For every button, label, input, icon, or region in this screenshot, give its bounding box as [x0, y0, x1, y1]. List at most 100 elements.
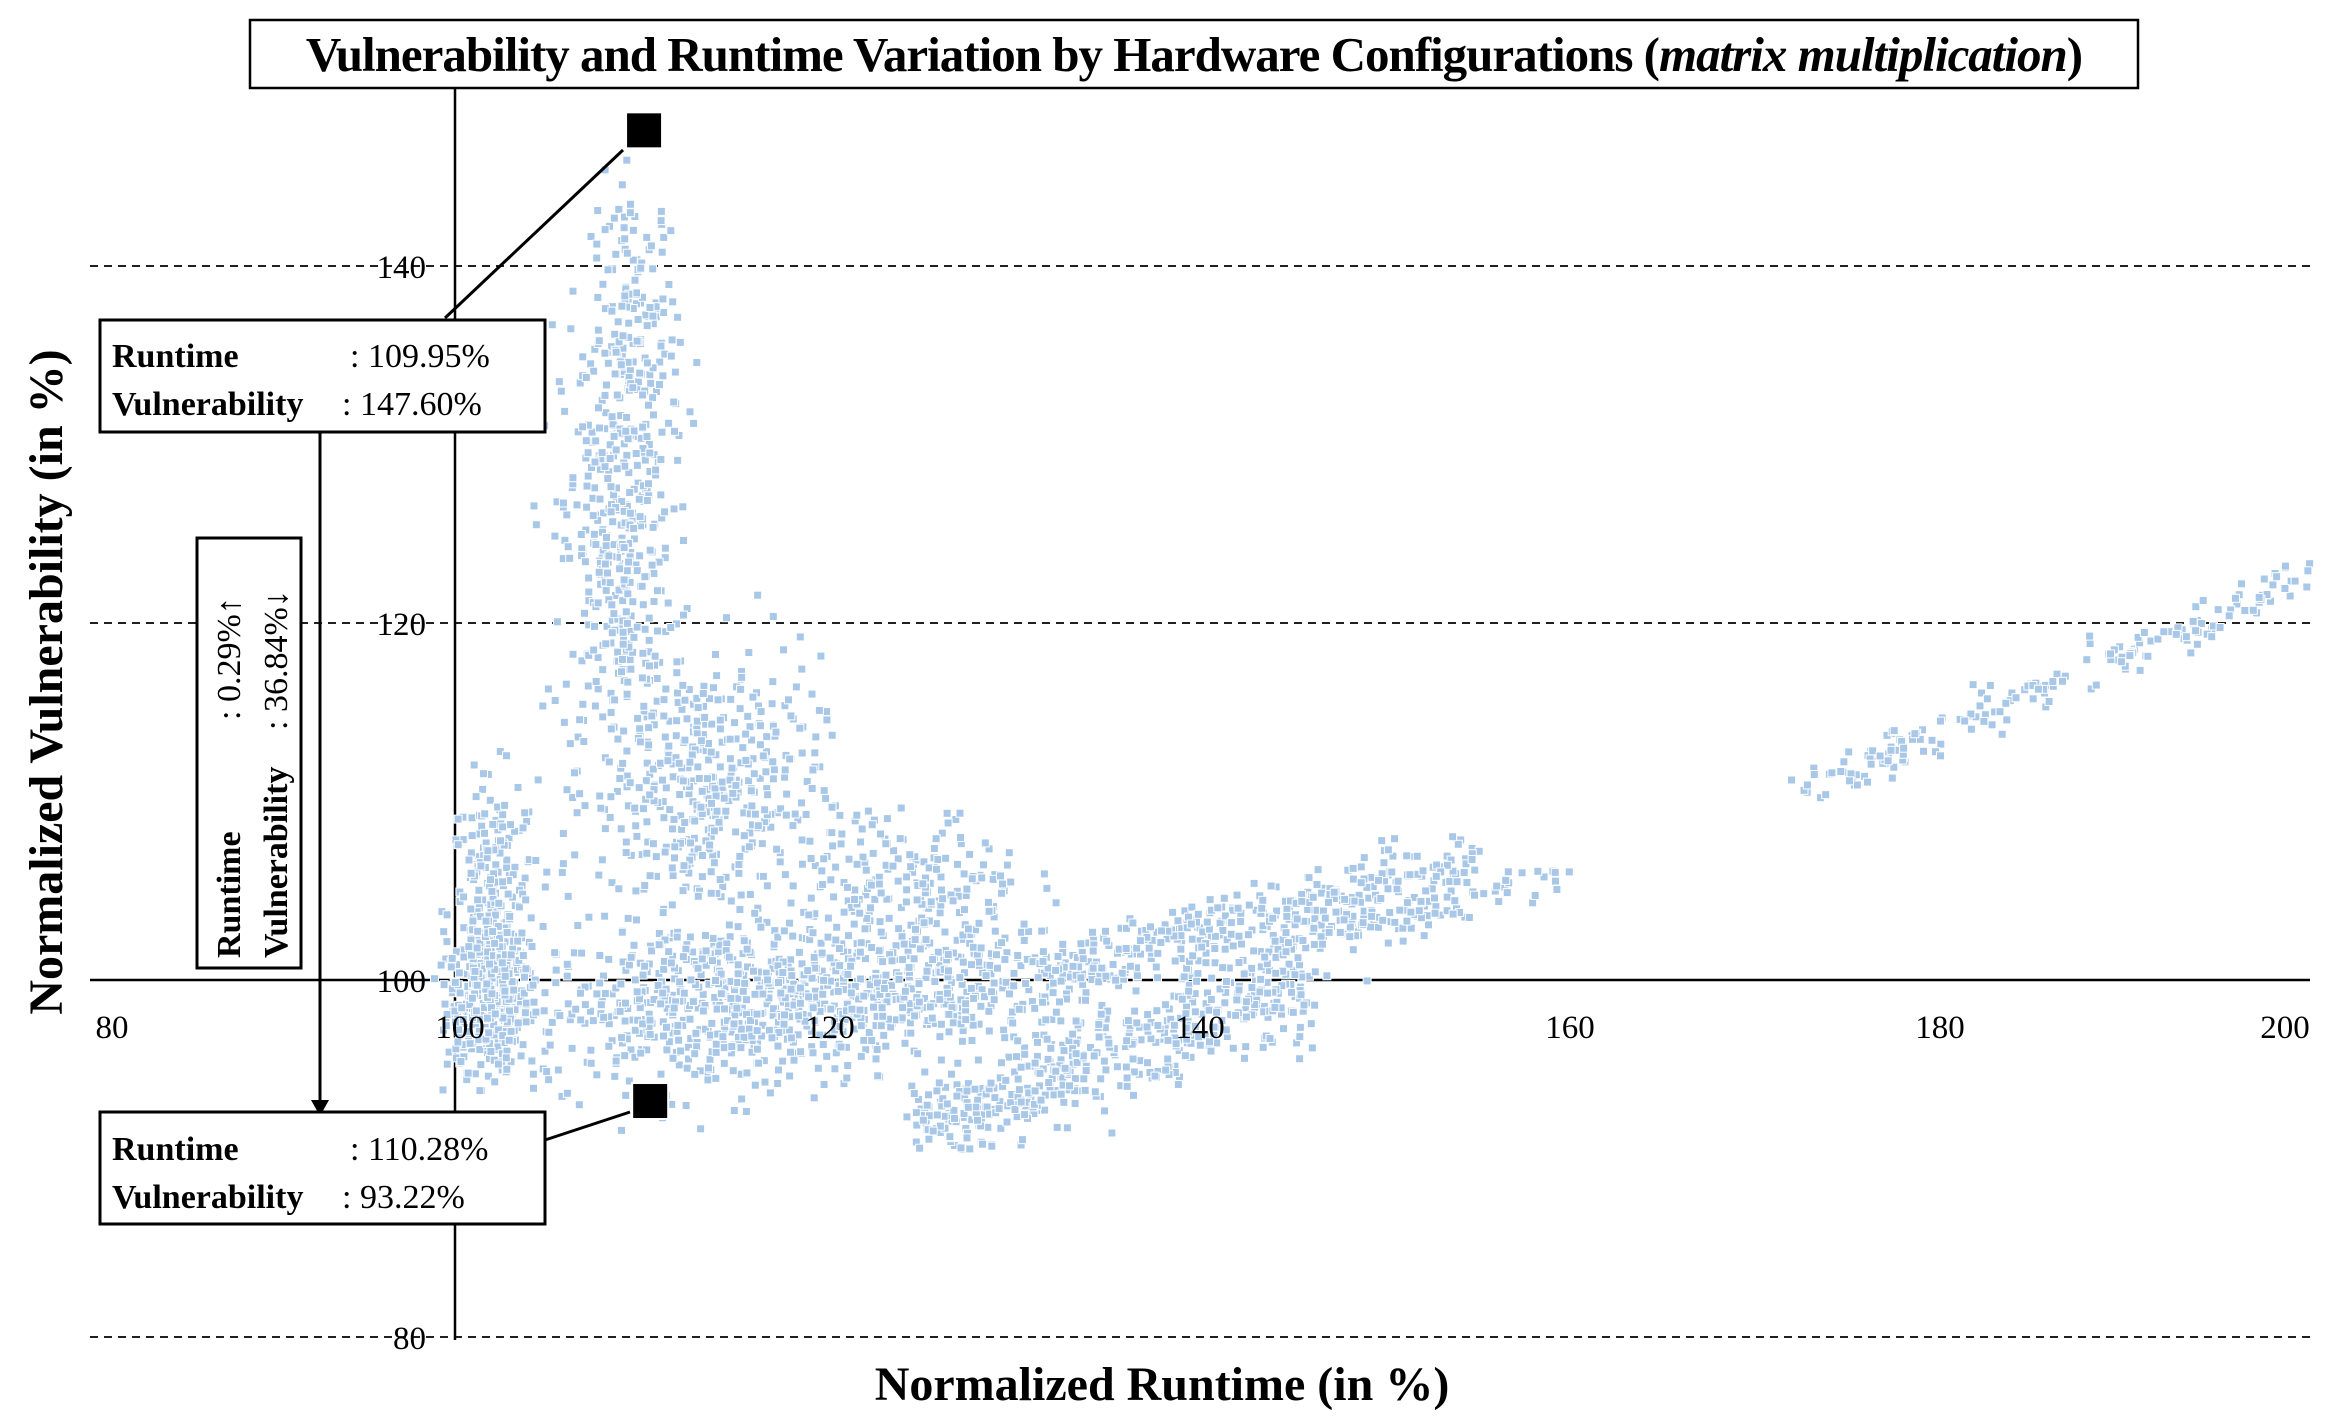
scatter-point [474, 885, 484, 895]
scatter-point [826, 1004, 836, 1014]
scatter-point [1936, 716, 1945, 726]
scatter-point [1121, 944, 1131, 953]
scatter-point [1128, 918, 1138, 928]
scatter-point [750, 809, 760, 819]
scatter-point [967, 874, 977, 884]
scatter-point [809, 1093, 819, 1103]
scatter-point [446, 962, 456, 972]
scatter-point [795, 723, 805, 733]
scatter-point [902, 885, 912, 895]
scatter-point [1414, 906, 1424, 916]
scatter-point [1379, 858, 1389, 868]
scatter-point [969, 942, 978, 952]
scatter-point [837, 829, 847, 839]
scatter-point [659, 711, 669, 721]
scatter-point [849, 919, 859, 929]
scatter-point [1383, 938, 1393, 948]
scatter-point [706, 867, 716, 877]
scatter-point [867, 943, 877, 952]
scatter-point [592, 1070, 602, 1080]
scatter-point [1046, 1043, 1056, 1053]
scatter-point [736, 684, 746, 694]
scatter-point [644, 479, 653, 489]
scatter-point [1048, 988, 1058, 998]
scatter-point [2133, 632, 2143, 642]
scatter-point [1205, 895, 1215, 905]
scatter-point [527, 942, 537, 951]
scatter-point [1220, 998, 1230, 1008]
scatter-point [1405, 870, 1415, 880]
scatter-point [1479, 889, 1489, 899]
scatter-point [647, 711, 657, 721]
scatter-point [1161, 1000, 1170, 1010]
scatter-point [506, 950, 516, 960]
scatter-point [610, 329, 620, 339]
scatter-point [509, 985, 519, 995]
scatter-point [593, 598, 603, 608]
scatter-point [670, 367, 680, 377]
scatter-point [1194, 1032, 1204, 1042]
scatter-point [719, 793, 729, 803]
scatter-point [1143, 1058, 1152, 1068]
scatter-point [784, 695, 793, 705]
scatter-point [616, 824, 626, 834]
scatter-point [828, 841, 838, 851]
scatter-point [709, 826, 719, 836]
scatter-point [809, 952, 819, 962]
scatter-point [618, 627, 628, 637]
scatter-point [1462, 878, 1472, 887]
scatter-point [565, 739, 575, 749]
scatter-point [573, 921, 583, 930]
scatter-point [958, 930, 968, 940]
scatter-point [922, 966, 932, 976]
scatter-point [1014, 1004, 1024, 1014]
scatter-point [938, 894, 948, 904]
scatter-point [2303, 566, 2313, 576]
scatter-point [447, 953, 457, 963]
scatter-point [590, 701, 600, 711]
scatter-point [693, 963, 703, 973]
delta-runtime-label: Runtime [211, 831, 248, 958]
scatter-point [779, 645, 788, 655]
scatter-points [430, 139, 2315, 1154]
scatter-point [771, 727, 781, 737]
scatter-point [666, 958, 676, 968]
scatter-point [1329, 887, 1339, 897]
scatter-point [1376, 894, 1386, 903]
scatter-point [2033, 684, 2043, 694]
scatter-point [746, 1016, 755, 1025]
scatter-point [466, 904, 476, 914]
scatter-point [844, 854, 854, 864]
scatter-point [1448, 866, 1458, 876]
scatter-point [1002, 860, 1012, 870]
scatter-point [662, 1022, 671, 1032]
scatter-point [704, 1063, 713, 1073]
scatter-point [752, 1009, 762, 1019]
scatter-point [867, 820, 877, 830]
scatter-point [1096, 1009, 1106, 1019]
scatter-point [1827, 768, 1837, 778]
annotation-max-vuln-label: Vulnerability [112, 386, 303, 423]
scatter-point [620, 1051, 630, 1061]
scatter-point [1866, 759, 1876, 769]
scatter-point [705, 840, 715, 850]
scatter-point [786, 1033, 796, 1043]
scatter-point [708, 956, 717, 966]
scatter-point [690, 816, 700, 826]
scatter-point [819, 854, 829, 864]
scatter-point [631, 821, 641, 831]
scatter-point [563, 999, 573, 1009]
scatter-point [551, 978, 561, 988]
scatter-point [1263, 988, 1273, 998]
scatter-point [568, 473, 578, 483]
scatter-point [817, 948, 827, 958]
scatter-point [568, 286, 578, 296]
scatter-point [635, 512, 645, 522]
scatter-point [894, 924, 904, 934]
scatter-point [831, 1048, 841, 1058]
scatter-point [600, 225, 610, 235]
scatter-point [485, 795, 495, 805]
scatter-point [724, 952, 734, 962]
x-tick-label-100: 100 [435, 1010, 485, 1046]
scatter-point [2002, 715, 2012, 725]
